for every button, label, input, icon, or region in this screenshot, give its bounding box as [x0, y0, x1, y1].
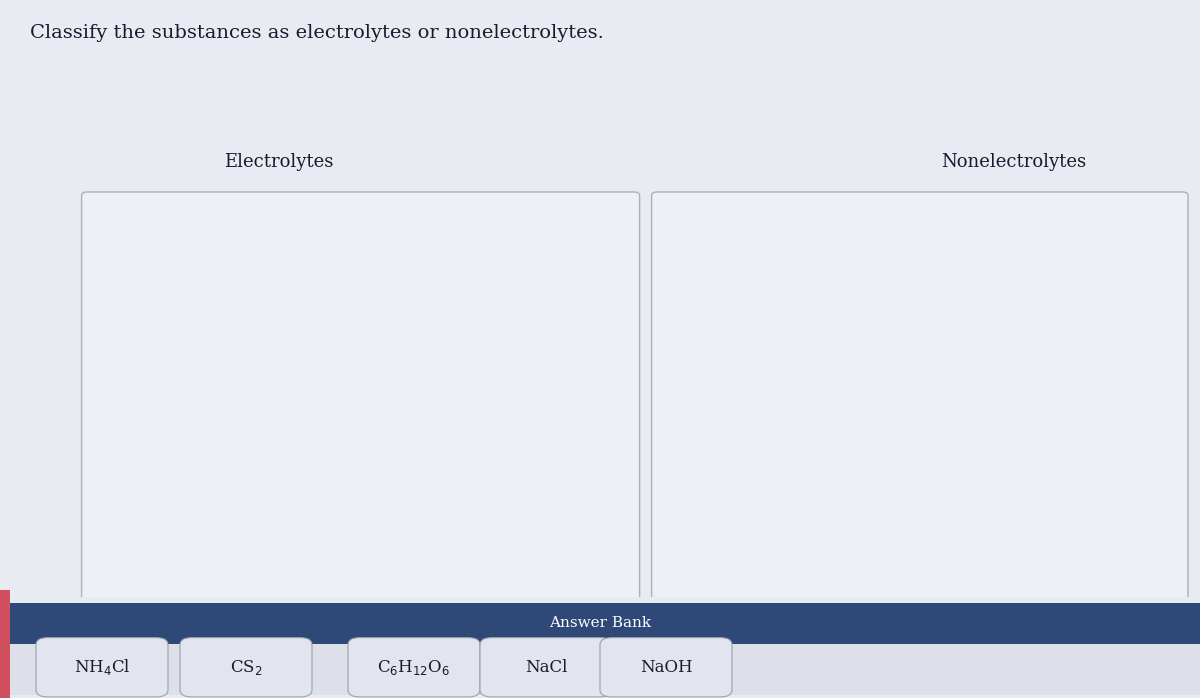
Bar — [0, 644, 1200, 695]
FancyBboxPatch shape — [348, 638, 480, 697]
FancyBboxPatch shape — [600, 638, 732, 697]
Text: C$_6$H$_{12}$O$_6$: C$_6$H$_{12}$O$_6$ — [378, 658, 450, 677]
Text: NaOH: NaOH — [640, 659, 692, 676]
FancyBboxPatch shape — [480, 638, 612, 697]
Text: Classify the substances as electrolytes or nonelectrolytes.: Classify the substances as electrolytes … — [30, 24, 604, 43]
FancyBboxPatch shape — [36, 638, 168, 697]
Text: Answer Bank: Answer Bank — [548, 616, 652, 630]
FancyBboxPatch shape — [82, 192, 640, 600]
Bar — [0, 590, 10, 698]
Text: NaCl: NaCl — [524, 659, 568, 676]
Text: NH$_4$Cl: NH$_4$Cl — [73, 658, 131, 677]
Text: Electrolytes: Electrolytes — [224, 153, 334, 171]
Text: Nonelectrolytes: Nonelectrolytes — [942, 153, 1087, 171]
FancyBboxPatch shape — [652, 192, 1188, 600]
Text: CS$_2$: CS$_2$ — [229, 658, 263, 677]
Bar — [0, 597, 1200, 604]
FancyBboxPatch shape — [180, 638, 312, 697]
Bar — [0, 603, 1200, 644]
